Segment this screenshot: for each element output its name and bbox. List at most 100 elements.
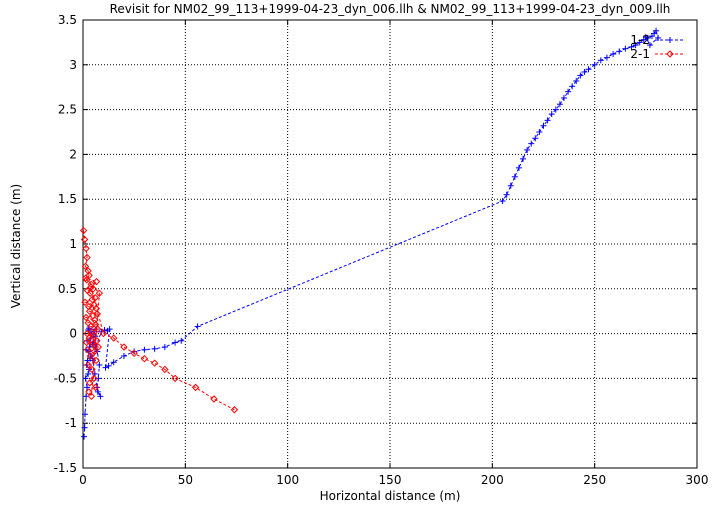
data-point <box>210 395 218 403</box>
data-point <box>95 289 104 297</box>
data-point <box>161 344 168 351</box>
legend: 1-22-1 <box>630 33 685 61</box>
data-point <box>597 57 604 64</box>
y-tick-label: 2 <box>69 147 77 161</box>
data-point <box>524 146 531 153</box>
data-point <box>110 359 117 366</box>
data-point <box>85 271 93 280</box>
data-point <box>577 72 584 79</box>
x-tick-label: 100 <box>276 473 299 487</box>
x-axis-ticks: 0 50 100 150 200 250 300 <box>79 20 708 487</box>
y-tick-label: -1 <box>65 416 77 430</box>
data-point <box>556 101 563 108</box>
plot-frame <box>82 19 698 469</box>
data-point <box>90 374 98 383</box>
data-point <box>82 276 91 284</box>
y-tick-label: 3 <box>69 58 77 72</box>
data-point <box>628 43 635 50</box>
data-point <box>102 364 109 371</box>
data-point <box>91 383 100 392</box>
x-axis-label: Horizontal distance (m) <box>320 489 461 503</box>
data-point <box>81 298 89 306</box>
data-point <box>88 340 97 349</box>
data-point <box>82 375 89 382</box>
data-point <box>520 155 527 162</box>
data-point <box>172 339 179 346</box>
data-point <box>109 334 118 342</box>
y-tick-label: 3.5 <box>58 13 77 27</box>
data-point <box>84 361 93 369</box>
data-point <box>86 289 94 297</box>
data-point <box>90 347 99 356</box>
series-1 <box>81 27 662 440</box>
x-tick-label: 200 <box>481 473 504 487</box>
x-tick-label: 250 <box>583 473 606 487</box>
y-tick-label: -1.5 <box>54 461 77 475</box>
data-point <box>81 274 90 282</box>
data-point <box>141 346 148 353</box>
y-tick-label: 0.5 <box>58 282 77 296</box>
data-point <box>616 48 623 55</box>
data-point <box>86 352 95 360</box>
data-point <box>120 353 127 359</box>
data-point <box>85 307 94 315</box>
data-point <box>573 77 580 84</box>
data-point <box>85 370 92 377</box>
data-point <box>94 388 101 395</box>
data-point <box>161 365 169 374</box>
series-line <box>83 29 659 437</box>
data-point <box>191 383 200 392</box>
data-point <box>603 54 610 61</box>
data-point <box>97 393 104 400</box>
legend-entry: 2-1 <box>630 47 685 61</box>
data-point <box>93 337 101 345</box>
data-point <box>79 226 88 235</box>
data-point <box>230 406 239 414</box>
data-point <box>82 313 90 322</box>
data-point <box>96 361 103 368</box>
data-point <box>98 328 105 335</box>
data-point <box>581 68 588 75</box>
data-point <box>88 365 96 374</box>
data-point <box>81 433 88 440</box>
x-tick-label: 300 <box>686 473 709 487</box>
legend-marker <box>666 50 674 58</box>
data-point <box>632 42 639 49</box>
data-point <box>544 117 551 124</box>
data-point <box>536 129 543 135</box>
data-point <box>503 191 510 198</box>
data-point <box>82 338 91 347</box>
x-tick-label: 0 <box>79 473 87 487</box>
data-point <box>642 34 649 41</box>
data-point <box>89 331 98 340</box>
y-tick-label: 0 <box>69 327 77 341</box>
data-point <box>140 354 149 363</box>
y-tick-label: 1 <box>69 237 77 251</box>
data-point <box>85 388 93 396</box>
data-point <box>87 283 95 291</box>
data-point <box>151 345 158 352</box>
data-point <box>82 244 90 253</box>
legend-label: 1-2 <box>630 33 650 47</box>
data-point <box>622 45 629 52</box>
data-point <box>552 106 559 113</box>
data-point <box>84 384 91 391</box>
data-point <box>653 27 660 34</box>
data-point <box>81 262 90 271</box>
data-point <box>565 88 572 95</box>
data-point <box>92 356 100 365</box>
data-point <box>83 253 91 262</box>
y-tick-label: 2.5 <box>58 103 77 117</box>
data-point <box>84 346 92 354</box>
data-point <box>106 326 113 333</box>
data-point <box>499 197 506 204</box>
data-point <box>87 392 96 401</box>
data-point <box>89 285 97 293</box>
grid <box>83 20 697 468</box>
data-point <box>646 42 653 49</box>
data-point <box>94 343 103 351</box>
series-layer <box>79 27 662 440</box>
series-2 <box>79 226 239 414</box>
data-point <box>636 39 643 46</box>
